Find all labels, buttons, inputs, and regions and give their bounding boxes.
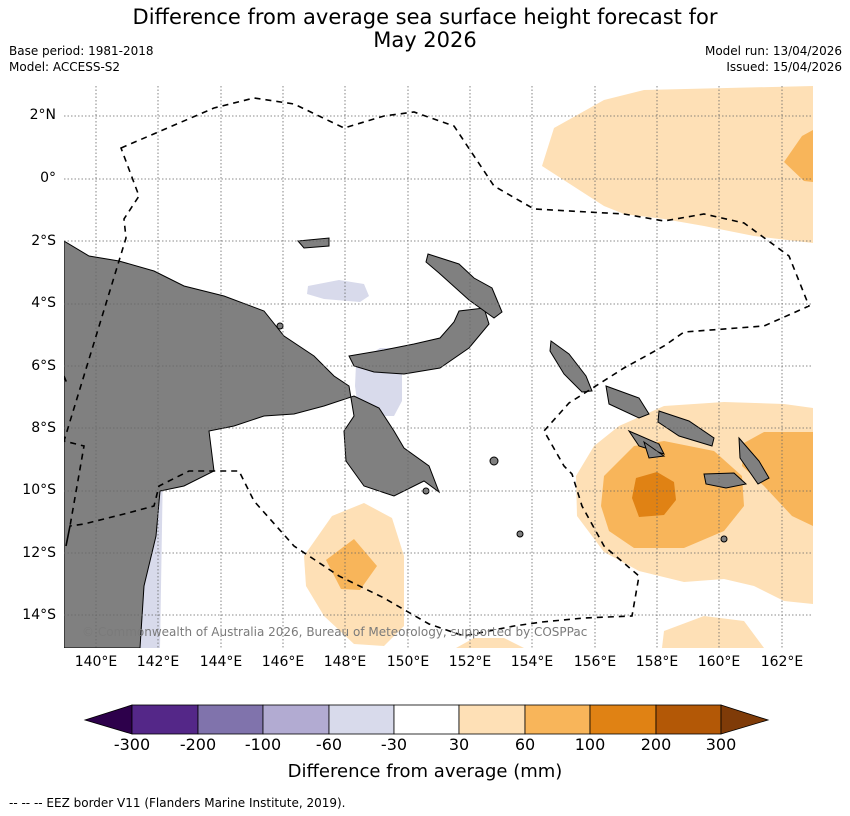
positive-anomaly-northeast-30-60 <box>542 86 813 243</box>
model-text: Model: ACCESS-S2 <box>9 60 121 74</box>
small-island <box>720 535 728 543</box>
lon-label: 158°E <box>635 654 679 670</box>
lat-label: 4°S <box>31 295 56 311</box>
base-period-text: Base period: 1981-2018 <box>9 44 154 58</box>
small-island <box>516 530 524 538</box>
lon-label: 140°E <box>74 654 118 670</box>
lat-label: 12°S <box>22 545 56 561</box>
lat-label: 2°S <box>31 233 56 249</box>
positive-anomaly-southeast-60-100-b <box>742 432 813 526</box>
small-island <box>276 322 284 330</box>
lat-label: 0° <box>40 170 56 186</box>
model-run-text: Model run: 13/04/2026 <box>704 44 842 58</box>
eez-border <box>64 375 69 387</box>
lat-label: 8°S <box>31 420 56 436</box>
issued-text: Issued: 15/04/2026 <box>726 60 842 74</box>
colorbar-tick-label: 100 <box>574 735 606 754</box>
lon-label: 156°E <box>573 654 617 670</box>
colorbar-segment <box>197 704 264 735</box>
positive-anomaly-south-edge <box>456 638 524 648</box>
chart-title-line2: May 2026 <box>373 28 477 52</box>
new-georgia-island <box>627 429 665 455</box>
meta-left: Base period: 1981-2018 Model: ACCESS-S2 <box>9 43 154 75</box>
guadalcanal-island <box>643 440 666 459</box>
colorbar-tick-label: -100 <box>244 735 282 754</box>
new-ireland-island <box>425 253 503 319</box>
map-svg <box>64 86 813 648</box>
graticule <box>64 86 813 648</box>
lon-label: 144°E <box>199 654 243 670</box>
santa-isabel-island <box>657 410 715 447</box>
lat-label: 2°N <box>29 107 56 123</box>
positive-anomaly-southeast-edge <box>662 616 764 648</box>
positive-anomaly-northeast-60-100 <box>784 130 813 182</box>
colorbar-segment <box>458 704 526 735</box>
positive-anomaly-south-60-100 <box>326 539 377 590</box>
colorbar-tick-label: 30 <box>448 735 470 754</box>
eez-border <box>64 97 811 637</box>
colorbar-tick-label: 200 <box>640 735 672 754</box>
colorbar-extend-high <box>720 704 770 735</box>
choiseul-island <box>605 385 650 419</box>
positive-anomaly-southeast-100-200 <box>632 472 676 517</box>
malaita-island <box>738 436 770 485</box>
lon-label: 162°E <box>760 654 804 670</box>
lon-label: 154°E <box>510 654 554 670</box>
lon-label: 160°E <box>697 654 741 670</box>
lat-label: 14°S <box>22 607 56 623</box>
negative-anomaly-region-north <box>307 280 369 302</box>
colorbar-segment <box>262 704 330 735</box>
colorbar-tick-label: 60 <box>514 735 536 754</box>
lon-label: 146°E <box>261 654 305 670</box>
chart-title-line1: Difference from average sea surface heig… <box>132 5 718 29</box>
colorbar-segment <box>393 704 460 735</box>
colorbar-tick-label: 300 <box>705 735 737 754</box>
colorbar-segment <box>524 704 591 735</box>
colorbar-segment <box>655 704 722 735</box>
new-britain-island <box>348 307 490 375</box>
lon-label: 150°E <box>386 654 430 670</box>
colorbar-segment <box>328 704 395 735</box>
lon-label: 142°E <box>136 654 180 670</box>
makira-island <box>703 472 748 489</box>
colorbar <box>83 704 770 735</box>
lon-label: 152°E <box>448 654 492 670</box>
lon-label: 148°E <box>323 654 367 670</box>
copyright-text: © Commonwealth of Australia 2026, Bureau… <box>82 625 588 639</box>
colorbar-tick-label: -300 <box>113 735 151 754</box>
colorbar-tick-label: -60 <box>315 735 343 754</box>
colorbar-extend-low <box>83 704 133 735</box>
lat-label: 6°S <box>31 358 56 374</box>
colorbar-segment <box>589 704 657 735</box>
lat-label: 10°S <box>22 482 56 498</box>
footnote: -- -- -- EEZ border V11 (Flanders Marine… <box>9 796 346 810</box>
colorbar-segment <box>131 704 199 735</box>
small-island <box>489 456 499 466</box>
meta-right: Model run: 13/04/2026 Issued: 15/04/2026 <box>705 43 842 75</box>
colorbar-tick-label: -200 <box>179 735 217 754</box>
manus-island <box>296 237 330 249</box>
map-panel <box>64 86 813 648</box>
colorbar-tick-label: -30 <box>380 735 408 754</box>
colorbar-title: Difference from average (mm) <box>287 761 563 782</box>
